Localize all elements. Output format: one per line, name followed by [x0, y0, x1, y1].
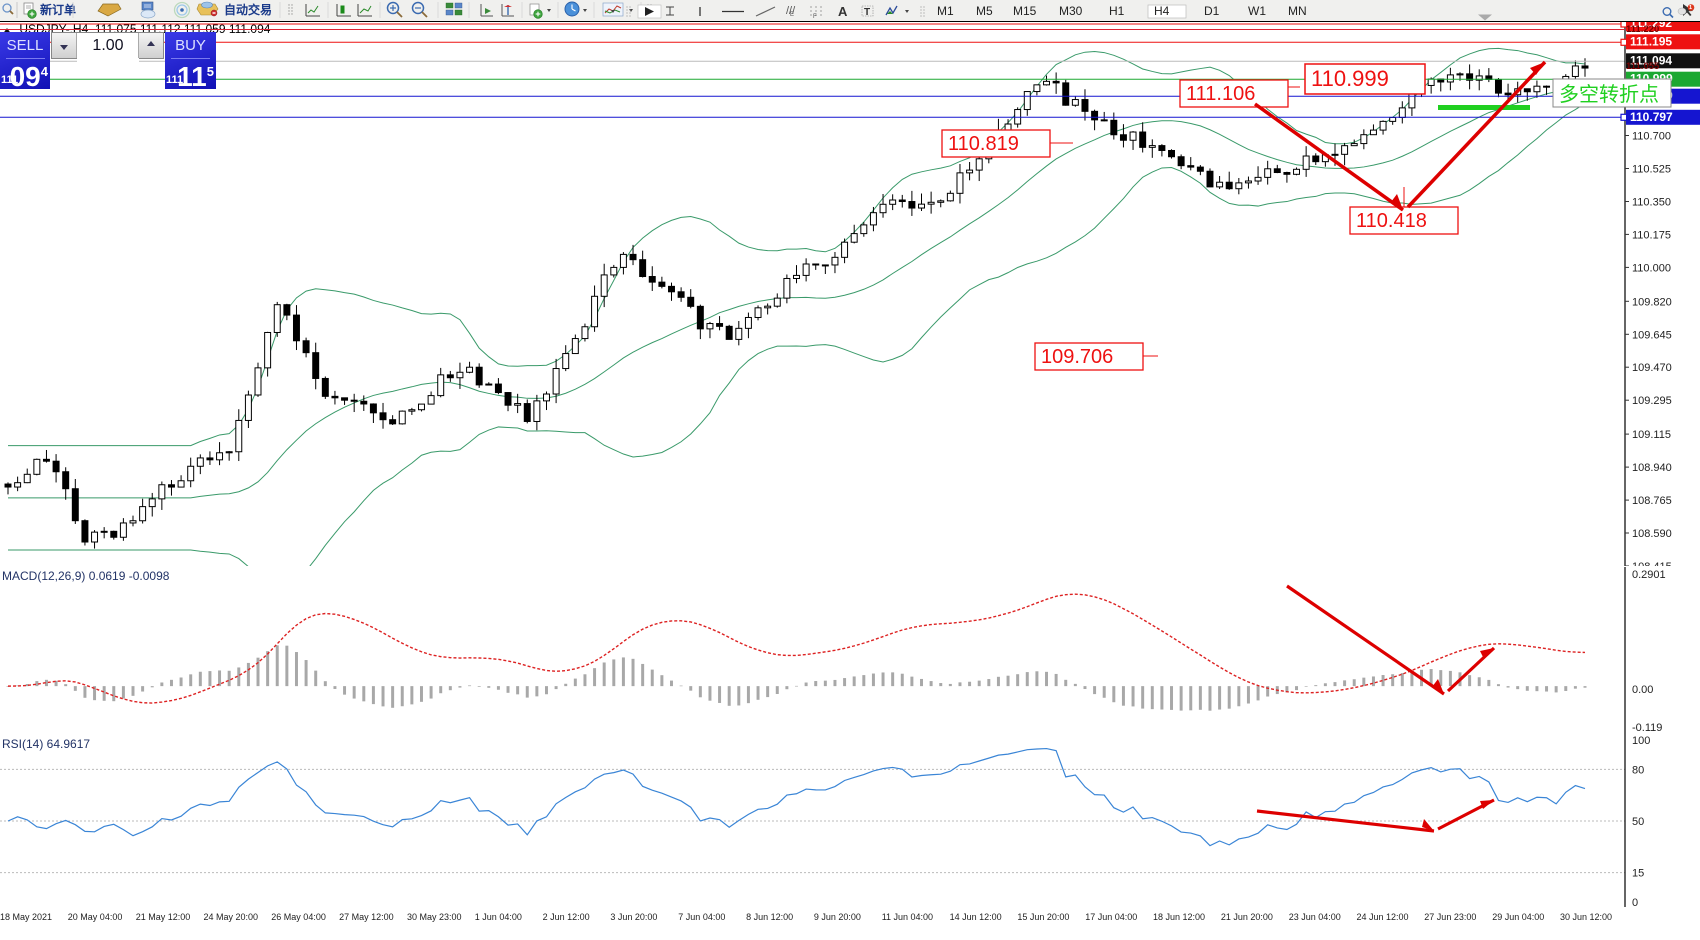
svg-text:100: 100	[1632, 735, 1650, 747]
svg-text:110.999: 110.999	[1311, 66, 1389, 91]
svg-text:108.415: 108.415	[1632, 561, 1672, 566]
svg-text:9 Jun 20:00: 9 Jun 20:00	[814, 912, 861, 922]
svg-text:8 Jun 12:00: 8 Jun 12:00	[746, 912, 793, 922]
svg-text:109.645: 109.645	[1632, 329, 1672, 341]
svg-text:11 Jun 04:00: 11 Jun 04:00	[882, 912, 933, 922]
svg-text:50: 50	[1632, 816, 1644, 828]
svg-text:30 Jun 12:00: 30 Jun 12:00	[1560, 912, 1612, 922]
svg-text:E: E	[790, 12, 794, 18]
svg-text:110.175: 110.175	[1632, 229, 1671, 241]
svg-text:24 Jun 12:00: 24 Jun 12:00	[1357, 912, 1409, 922]
svg-text:108.590: 108.590	[1632, 528, 1672, 540]
svg-text:20 May 04:00: 20 May 04:00	[68, 912, 123, 922]
svg-text:多空转折点: 多空转折点	[1559, 83, 1659, 106]
svg-text:27 Jun 23:00: 27 Jun 23:00	[1424, 912, 1476, 922]
svg-text:H1: H1	[1109, 4, 1125, 18]
svg-text:109.295: 109.295	[1632, 395, 1672, 407]
svg-text:108.765: 108.765	[1632, 495, 1672, 507]
svg-text:111.055: 111.055	[1626, 61, 1660, 72]
svg-text:14 Jun 12:00: 14 Jun 12:00	[950, 912, 1002, 922]
svg-text:80: 80	[1632, 764, 1644, 776]
svg-text:-0.119: -0.119	[1632, 722, 1662, 734]
svg-text:109.470: 109.470	[1632, 362, 1672, 374]
svg-text:21 May 12:00: 21 May 12:00	[136, 912, 191, 922]
svg-text:109.706: 109.706	[1041, 346, 1113, 368]
svg-text:110.525: 110.525	[1632, 164, 1671, 176]
svg-text:109.820: 109.820	[1632, 296, 1672, 308]
svg-text:18 Jun 12:00: 18 Jun 12:00	[1153, 912, 1205, 922]
svg-text:F: F	[813, 14, 817, 20]
svg-text:0: 0	[1632, 897, 1638, 907]
svg-text:30 May 23:00: 30 May 23:00	[407, 912, 462, 922]
svg-text:111.195: 111.195	[1630, 34, 1672, 48]
svg-text:M1: M1	[937, 4, 954, 18]
svg-text:15 Jun 20:00: 15 Jun 20:00	[1017, 912, 1069, 922]
svg-text:111.220: 111.220	[1626, 24, 1659, 35]
svg-text:29 Jun 04:00: 29 Jun 04:00	[1492, 912, 1544, 922]
svg-text:18 May 2021: 18 May 2021	[0, 912, 52, 922]
svg-text:M30: M30	[1059, 4, 1083, 18]
svg-text:1 Jun 04:00: 1 Jun 04:00	[475, 912, 522, 922]
svg-text:110.000: 110.000	[1632, 262, 1671, 274]
svg-text:0.00: 0.00	[1632, 684, 1653, 696]
svg-text:24 May 20:00: 24 May 20:00	[204, 912, 259, 922]
svg-text:23 Jun 04:00: 23 Jun 04:00	[1289, 912, 1341, 922]
svg-text:MN: MN	[1288, 4, 1307, 18]
svg-text:A: A	[838, 4, 848, 19]
svg-text:110.700: 110.700	[1632, 131, 1671, 143]
svg-text:W1: W1	[1248, 4, 1266, 18]
svg-text:1: 1	[1689, 5, 1692, 11]
svg-text:26 May 04:00: 26 May 04:00	[271, 912, 326, 922]
svg-text:111.106: 111.106	[1186, 83, 1255, 105]
svg-text:T: T	[864, 7, 870, 18]
svg-text:D1: D1	[1204, 4, 1220, 18]
svg-text:21 Jun 20:00: 21 Jun 20:00	[1221, 912, 1273, 922]
svg-text:110.350: 110.350	[1632, 197, 1671, 209]
svg-text:0.2901: 0.2901	[1632, 569, 1666, 581]
svg-text:110.819: 110.819	[948, 133, 1019, 155]
svg-text:27 May 12:00: 27 May 12:00	[339, 912, 394, 922]
svg-text:M15: M15	[1013, 4, 1037, 18]
svg-text:15: 15	[1632, 868, 1644, 880]
svg-text:7 Jun 04:00: 7 Jun 04:00	[678, 912, 725, 922]
svg-text:2 Jun 12:00: 2 Jun 12:00	[543, 912, 590, 922]
svg-text:17 Jun 04:00: 17 Jun 04:00	[1085, 912, 1137, 922]
svg-text:109.115: 109.115	[1632, 429, 1671, 441]
svg-text:110.797: 110.797	[1630, 110, 1673, 124]
svg-text:M5: M5	[976, 4, 993, 18]
svg-text:108.940: 108.940	[1632, 462, 1672, 474]
svg-text:H4: H4	[1154, 4, 1170, 18]
svg-text:110.418: 110.418	[1356, 210, 1427, 232]
svg-text:3 Jun 20:00: 3 Jun 20:00	[610, 912, 657, 922]
